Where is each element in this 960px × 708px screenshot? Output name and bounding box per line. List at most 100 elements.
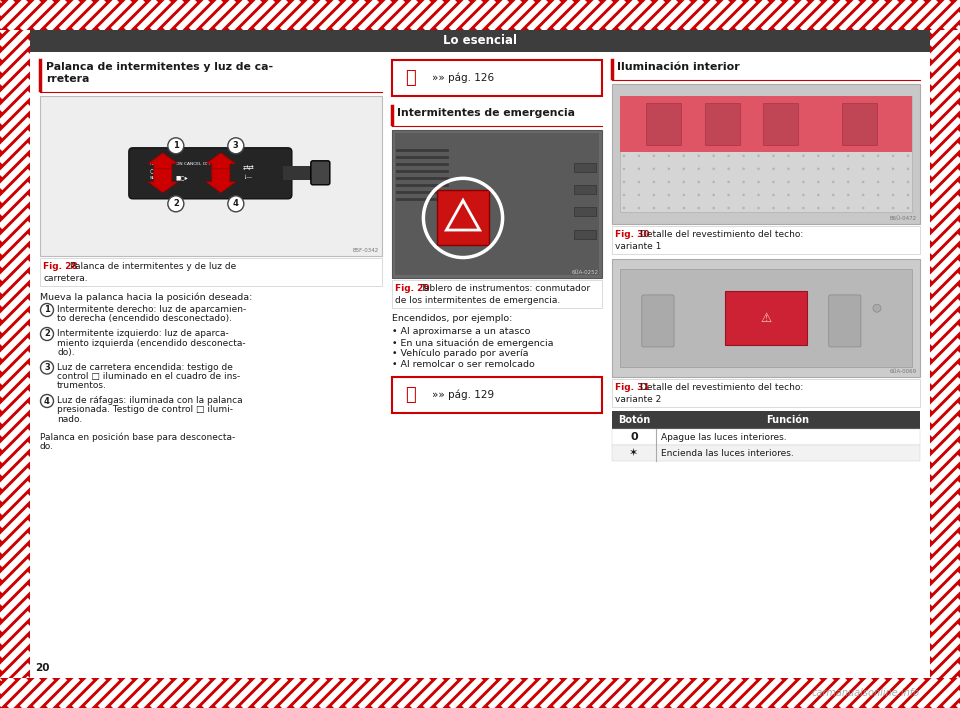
FancyBboxPatch shape — [642, 295, 674, 347]
Text: 📖: 📖 — [404, 69, 416, 87]
Circle shape — [683, 168, 685, 170]
Circle shape — [637, 181, 640, 183]
Circle shape — [876, 194, 879, 196]
Circle shape — [667, 181, 670, 183]
Bar — [40, 258, 382, 286]
Text: Iluminación interior: Iluminación interior — [617, 62, 740, 72]
Circle shape — [876, 207, 879, 210]
Text: presionada. Testigo de control □ ilumi-: presionada. Testigo de control □ ilumi- — [57, 406, 233, 414]
Text: ○ ■○: ○ ■○ — [150, 169, 166, 173]
Bar — [283, 166, 321, 180]
Bar — [612, 259, 920, 377]
Circle shape — [168, 196, 184, 212]
Circle shape — [757, 181, 759, 183]
Circle shape — [862, 194, 864, 196]
Polygon shape — [148, 169, 178, 193]
Circle shape — [697, 207, 700, 210]
Circle shape — [817, 207, 820, 210]
Text: • Al aproximarse a un atasco: • Al aproximarse a un atasco — [392, 327, 530, 336]
Circle shape — [728, 194, 730, 196]
Circle shape — [802, 181, 804, 183]
Bar — [612, 411, 920, 429]
Bar — [392, 60, 602, 96]
Circle shape — [772, 207, 775, 210]
Text: Palanca de intermitentes y de luz de: Palanca de intermitentes y de luz de — [70, 262, 236, 271]
Circle shape — [728, 181, 730, 183]
Circle shape — [623, 207, 625, 210]
Bar — [574, 185, 596, 194]
Circle shape — [873, 304, 881, 312]
Text: Lo esencial: Lo esencial — [443, 35, 517, 47]
Text: de los intermitentes de emergencia.: de los intermitentes de emergencia. — [395, 296, 561, 305]
Circle shape — [802, 207, 804, 210]
Circle shape — [742, 207, 745, 210]
Circle shape — [787, 168, 790, 170]
Circle shape — [892, 181, 895, 183]
Text: Botón: Botón — [618, 415, 650, 425]
Text: Fig. 28: Fig. 28 — [43, 262, 78, 271]
Text: Encienda las luces interiores.: Encienda las luces interiores. — [661, 448, 794, 457]
Text: carmanualsonline.info: carmanualsonline.info — [812, 688, 920, 698]
Circle shape — [667, 207, 670, 210]
Circle shape — [787, 194, 790, 196]
Circle shape — [168, 138, 184, 154]
Circle shape — [892, 168, 895, 170]
Polygon shape — [205, 169, 236, 193]
Circle shape — [832, 194, 834, 196]
Text: B6Ü-0472: B6Ü-0472 — [890, 216, 917, 221]
Circle shape — [653, 194, 655, 196]
Bar — [437, 190, 489, 246]
Text: RES/+: RES/+ — [150, 162, 163, 166]
Circle shape — [623, 181, 625, 183]
Bar — [620, 96, 912, 212]
Text: 3: 3 — [44, 363, 50, 372]
Circle shape — [847, 207, 850, 210]
Circle shape — [772, 168, 775, 170]
Circle shape — [667, 194, 670, 196]
Bar — [612, 84, 920, 224]
Bar — [395, 133, 599, 275]
Text: 3: 3 — [233, 142, 239, 150]
FancyBboxPatch shape — [129, 148, 292, 199]
Text: Detalle del revestimiento del techo:: Detalle del revestimiento del techo: — [640, 383, 804, 392]
Text: ON CANCEL OFF: ON CANCEL OFF — [176, 162, 211, 166]
Text: Fig. 30: Fig. 30 — [615, 230, 650, 239]
Circle shape — [697, 168, 700, 170]
Text: miento izquierda (encendido desconecta-: miento izquierda (encendido desconecta- — [57, 338, 246, 348]
Circle shape — [906, 181, 909, 183]
Text: ✶: ✶ — [630, 448, 638, 458]
Circle shape — [876, 168, 879, 170]
Circle shape — [772, 181, 775, 183]
Text: ⇄⇄: ⇄⇄ — [243, 166, 254, 172]
Circle shape — [712, 194, 715, 196]
Text: Apague las luces interiores.: Apague las luces interiores. — [661, 433, 786, 442]
Text: ⇂—: ⇂— — [243, 176, 253, 181]
Circle shape — [40, 304, 54, 316]
Circle shape — [802, 194, 804, 196]
Text: control □ iluminado en el cuadro de ins-: control □ iluminado en el cuadro de ins- — [57, 372, 240, 381]
Text: 📖: 📖 — [404, 386, 416, 404]
Text: ■○▸: ■○▸ — [176, 176, 188, 181]
Circle shape — [40, 394, 54, 408]
Circle shape — [637, 154, 640, 157]
Text: variante 2: variante 2 — [615, 395, 661, 404]
Circle shape — [787, 154, 790, 157]
Circle shape — [667, 168, 670, 170]
Circle shape — [817, 194, 820, 196]
Circle shape — [712, 168, 715, 170]
Bar — [612, 429, 920, 445]
Text: • Vehículo parado por avería: • Vehículo parado por avería — [392, 349, 529, 358]
Circle shape — [228, 138, 244, 154]
Text: Palanca en posición base para desconecta-: Palanca en posición base para desconecta… — [40, 433, 235, 442]
Circle shape — [697, 154, 700, 157]
Circle shape — [653, 154, 655, 157]
Circle shape — [742, 194, 745, 196]
Circle shape — [683, 194, 685, 196]
Circle shape — [683, 154, 685, 157]
Circle shape — [757, 168, 759, 170]
Circle shape — [876, 154, 879, 157]
Circle shape — [892, 154, 895, 157]
Circle shape — [772, 154, 775, 157]
Circle shape — [772, 194, 775, 196]
Circle shape — [653, 168, 655, 170]
